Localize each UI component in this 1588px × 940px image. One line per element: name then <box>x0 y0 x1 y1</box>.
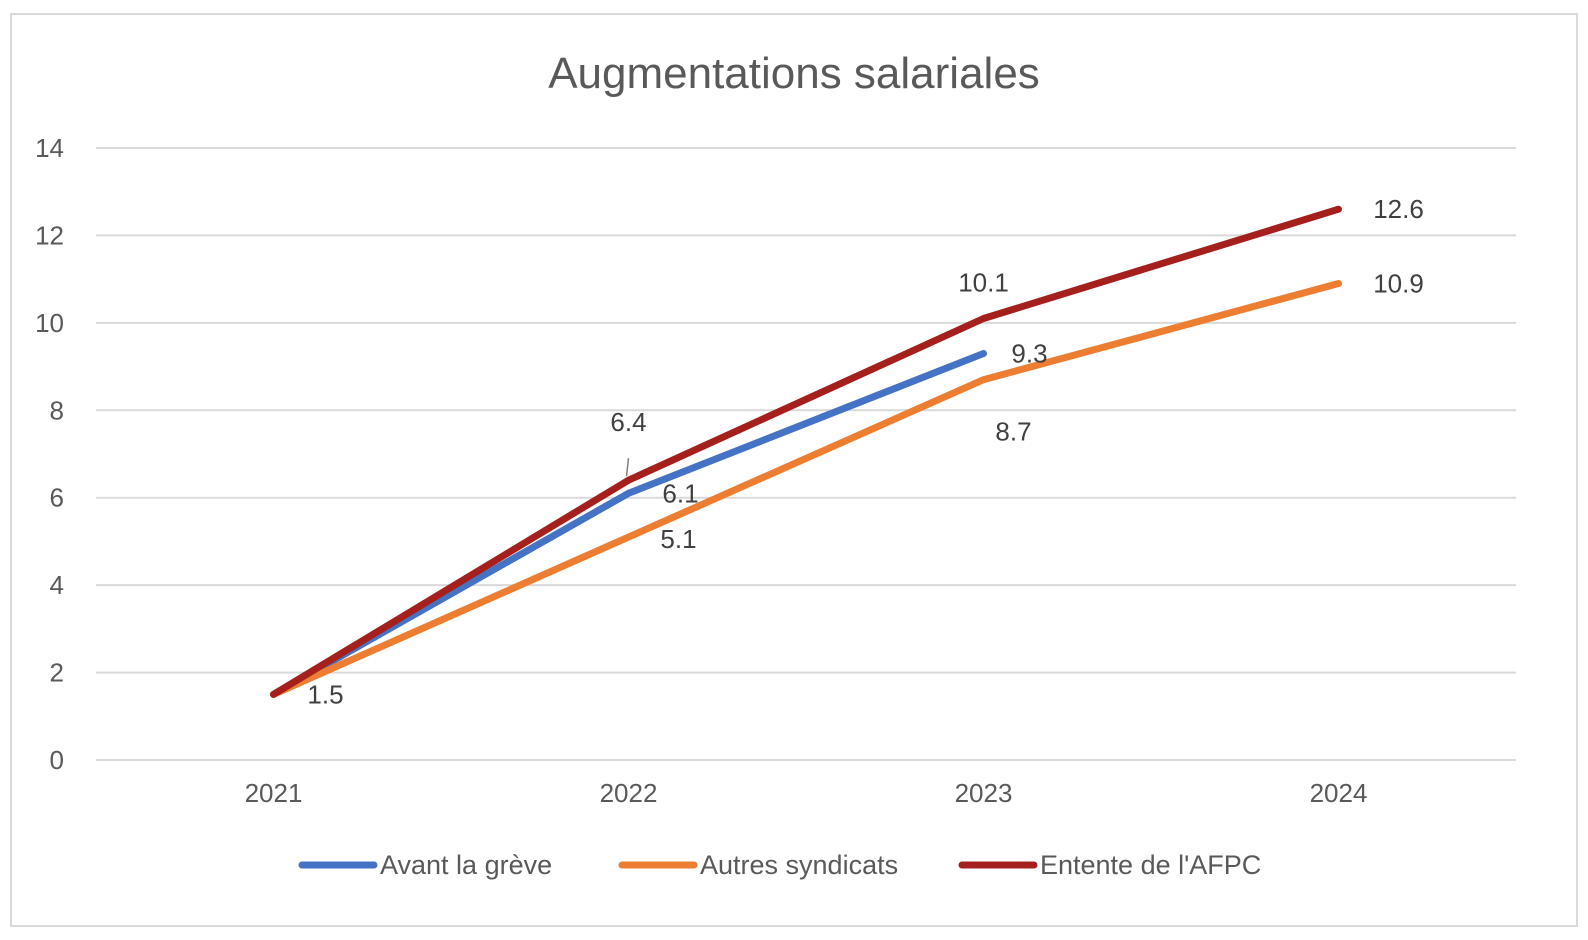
legend-label: Avant la grève <box>380 850 552 880</box>
x-tick-label: 2021 <box>245 778 303 808</box>
data-label: 10.9 <box>1373 269 1424 299</box>
data-label: 9.3 <box>1011 338 1047 368</box>
x-tick-label: 2024 <box>1310 778 1368 808</box>
data-label: 6.1 <box>662 478 698 508</box>
chart-frame <box>10 13 1578 927</box>
y-axis: 0 2 4 6 8 10 12 14 <box>35 133 64 775</box>
label-leader-line <box>625 458 630 477</box>
data-label: 8.7 <box>995 417 1031 447</box>
data-label: 6.4 <box>610 407 646 437</box>
y-tick-label: 0 <box>50 745 64 775</box>
series-line-1 <box>270 280 1342 698</box>
legend-label: Entente de l'AFPC <box>1040 850 1261 880</box>
data-label: 5.1 <box>660 524 696 554</box>
x-tick-label: 2022 <box>600 778 658 808</box>
series-lines <box>270 205 1342 698</box>
data-label: 1.5 <box>307 679 343 709</box>
chart-title: Augmentations salariales <box>548 49 1040 98</box>
x-axis: 2021 2022 2023 2024 <box>245 778 1368 808</box>
y-tick-label: 10 <box>35 308 64 338</box>
data-label: 12.6 <box>1373 194 1424 224</box>
series-line-0 <box>270 350 987 698</box>
x-tick-label: 2023 <box>955 778 1013 808</box>
y-tick-label: 6 <box>50 483 64 513</box>
data-label: 10.1 <box>958 267 1009 297</box>
y-tick-label: 14 <box>35 133 64 163</box>
series-line-2 <box>270 205 1342 698</box>
gridlines <box>96 147 1516 761</box>
y-tick-label: 12 <box>35 220 64 250</box>
y-tick-label: 4 <box>50 570 64 600</box>
y-tick-label: 2 <box>50 658 64 688</box>
data-labels: 6.1 9.3 5.1 8.7 10.9 1.5 6.4 10.1 12.6 <box>307 194 1423 709</box>
legend-label: Autres syndicats <box>700 850 898 880</box>
y-tick-label: 8 <box>50 395 64 425</box>
legend: Avant la grève Autres syndicats Entente de… <box>298 850 1261 880</box>
